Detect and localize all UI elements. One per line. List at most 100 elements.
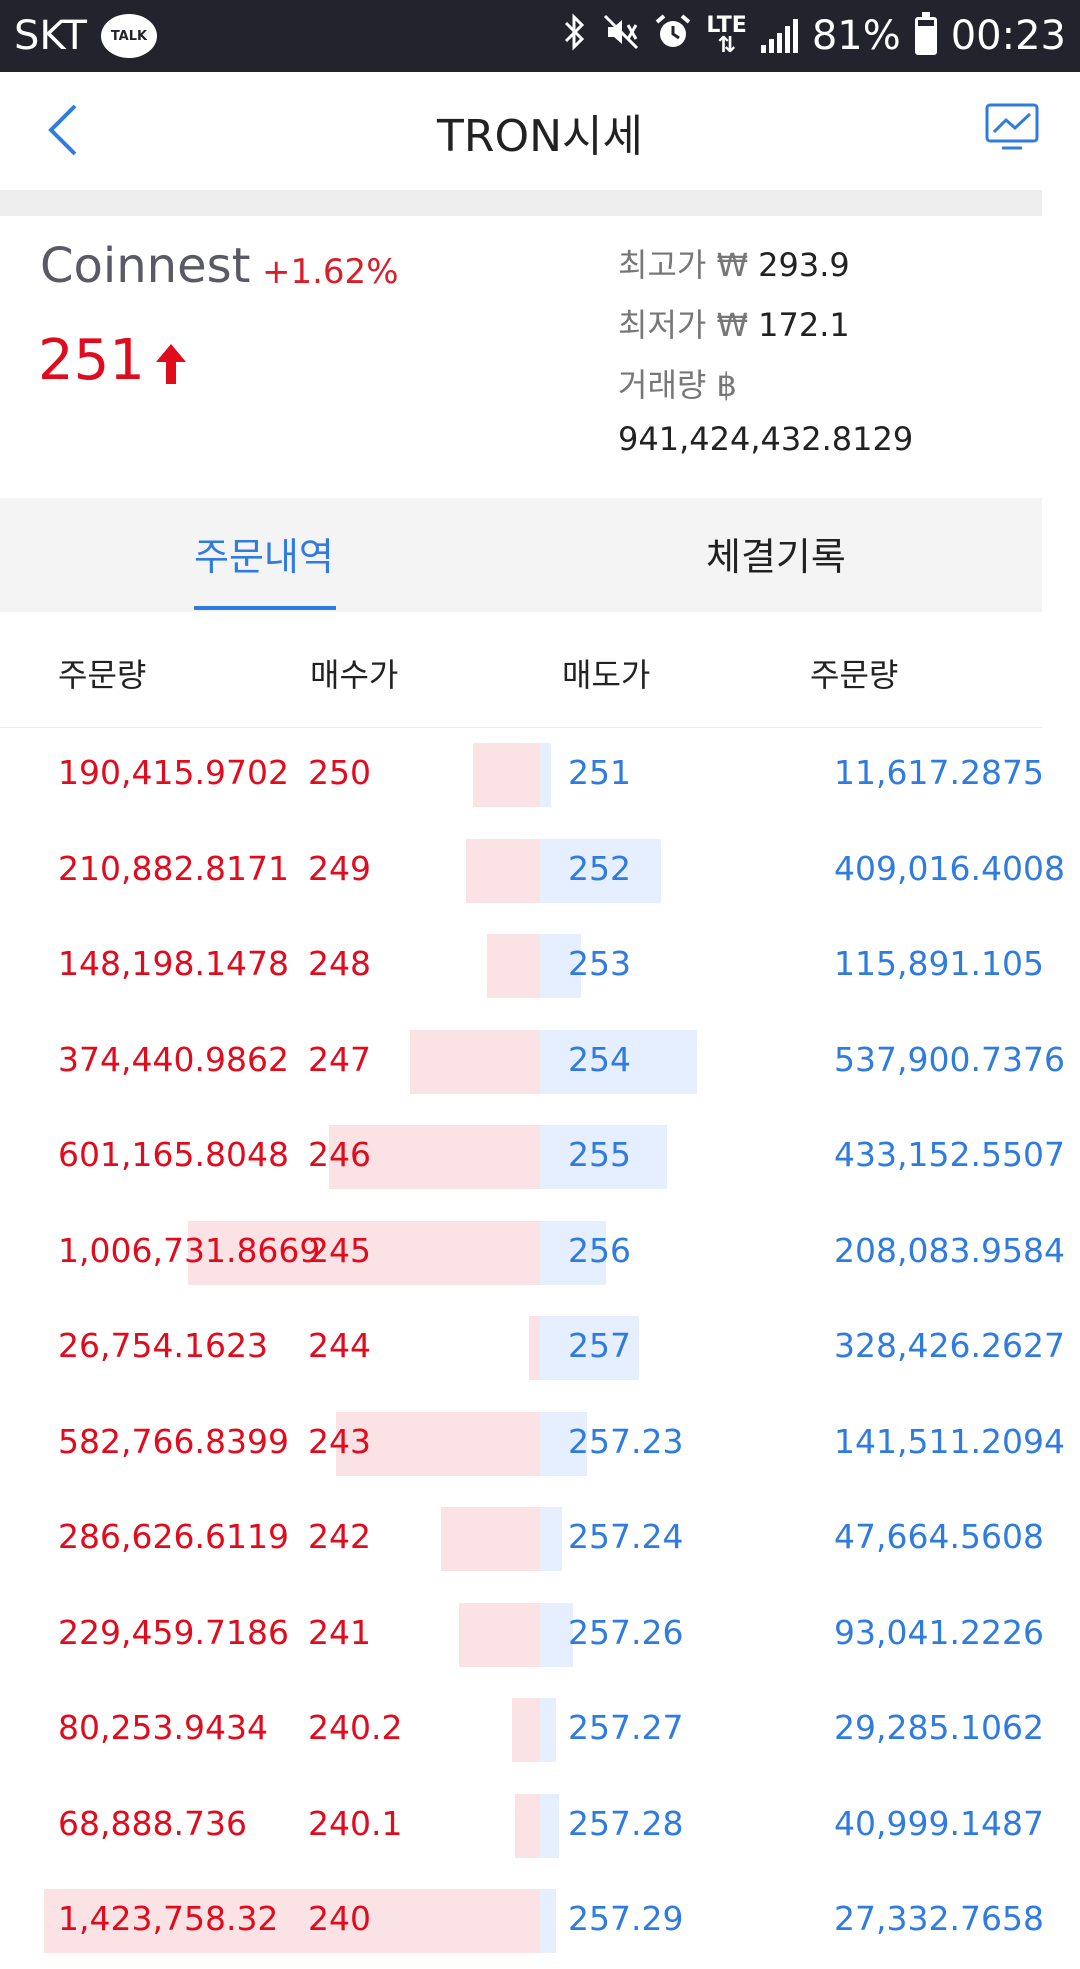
sell-price: 257 [568,1326,631,1365]
sell-price: 257.27 [568,1708,684,1747]
order-book-header: 주문량 매수가 매도가 주문량 [0,612,1042,728]
price-summary: Coinnest +1.62% 251 최고가 ₩293.9 최저가 ₩172.… [0,216,1042,498]
column-sell-price: 매도가 [562,656,651,694]
status-bar: SKT TALK LTE ⇅ 81% 00:23 [0,0,1080,72]
sell-depth-bar [540,1507,562,1571]
buy-quantity: 210,882.8171 [58,848,289,888]
sell-depth-bar [540,743,551,807]
sell-quantity: 29,285.1062 [834,1708,1044,1747]
buy-depth-bar [473,743,540,807]
carrier-label: SKT [14,13,87,59]
order-row: 601,165.8048 246 255 433,152.5507 [0,1110,1080,1205]
order-row: 190,415.9702 250 251 11,617.2875 [0,728,1080,823]
change-percent: +1.62% [262,252,399,292]
buy-depth-bar [459,1602,540,1667]
buy-quantity: 229,459.7186 [58,1612,289,1652]
buy-depth-bar [335,1411,540,1476]
page-title: TRON시세 [437,111,643,162]
buy-depth-bar [409,1029,540,1094]
chart-icon [985,103,1039,150]
tab-trade-history[interactable]: 체결기록 [706,535,846,579]
volume-label: 거래량 ฿ [618,366,737,404]
order-row: 26,754.1623 244 257 328,426.2627 [0,1301,1080,1396]
buy-quantity: 148,198.1478 [58,944,289,983]
clock: 00:23 [950,13,1066,59]
buy-quantity: 68,888.736 [58,1803,247,1843]
order-book: 190,415.9702 250 251 11,617.2875 210,882.817… [0,728,1080,1953]
chevron-left-icon [48,104,77,156]
buy-quantity: 601,165.8048 [58,1135,289,1174]
tab-bar: 주문내역 체결기록 [0,498,1042,612]
sell-depth-bar [540,1698,557,1762]
sell-depth-bar [540,1889,557,1953]
battery-icon [914,12,937,55]
sell-quantity: 27,332.7658 [834,1899,1044,1938]
order-row: 210,882.8171 249 252 409,016.4008 [0,824,1080,919]
sell-quantity: 208,083.9584 [834,1230,1065,1270]
order-row: 582,766.8399 243 257.23 141,511.2094 [0,1397,1080,1492]
back-button[interactable] [32,98,92,162]
column-buy-price: 매수가 [310,656,399,694]
sell-depth-bar [540,1411,587,1476]
sell-quantity: 328,426.2627 [834,1326,1065,1365]
buy-depth-bar [511,1698,540,1762]
app-header: TRON시세 [0,72,1080,190]
current-price: 251 [38,328,145,393]
order-row: 80,253.9434 240.2 257.27 29,285.1062 [0,1683,1080,1778]
sell-quantity: 141,511.2094 [834,1421,1065,1461]
sell-quantity: 537,900.7376 [834,1039,1065,1079]
buy-price: 240.1 [308,1803,403,1843]
sell-price: 253 [568,944,631,983]
buy-depth-bar [188,1220,540,1285]
column-sell-qty: 주문량 [810,656,899,694]
buy-price: 247 [308,1039,371,1079]
exchange-name: Coinnest [40,238,251,294]
buy-price: 246 [308,1135,371,1174]
buy-quantity: 286,626.6119 [58,1517,289,1556]
chart-button[interactable] [984,102,1044,160]
order-row: 1,006,731.8669 245 256 208,083.9584 [0,1206,1080,1301]
buy-depth-bar [515,1793,540,1858]
sell-depth-bar [540,838,662,903]
column-buy-qty: 주문량 [58,656,147,694]
tab-order-book[interactable]: 주문내역 [194,535,334,579]
lte-indicator: LTE ⇅ [706,13,747,58]
buy-depth-bar [487,934,540,998]
sell-depth-bar [540,1793,560,1858]
bluetooth-icon [562,12,588,60]
order-row: 229,459.7186 241 257.26 93,041.2226 [0,1588,1080,1683]
sell-price: 257.28 [568,1803,684,1843]
mute-icon [602,13,640,60]
sell-price: 252 [568,848,631,888]
buy-quantity: 1,006,731.8669 [58,1230,321,1270]
sell-depth-bar [540,1602,573,1667]
buy-price: 245 [308,1230,371,1270]
alarm-icon [654,13,692,60]
sell-price: 251 [568,753,631,792]
sell-depth-bar [540,1220,606,1285]
sell-price: 257.26 [568,1612,684,1652]
volume-value: 941,424,432.8129 [618,420,914,458]
sell-depth-bar [540,934,582,998]
sell-depth-bar [540,1029,698,1094]
sell-quantity: 40,999.1487 [834,1803,1044,1843]
order-row: 1,423,758.32 240 257.29 27,332.7658 [0,1874,1080,1969]
buy-price: 242 [308,1517,371,1556]
order-row: 148,198.1478 248 253 115,891.105 [0,919,1080,1014]
buy-quantity: 190,415.9702 [58,753,289,792]
sell-quantity: 11,617.2875 [834,753,1044,792]
buy-depth-bar [529,1316,540,1380]
buy-price: 249 [308,848,371,888]
sell-quantity: 115,891.105 [834,944,1044,983]
sell-price: 256 [568,1230,631,1270]
buy-price: 250 [308,753,371,792]
buy-quantity: 1,423,758.32 [58,1899,279,1938]
buy-depth-bar [441,1507,540,1571]
buy-price: 240 [308,1899,371,1938]
high-price: 최고가 ₩293.9 [618,246,850,284]
sell-depth-bar [540,1125,667,1189]
buy-price: 243 [308,1421,371,1461]
divider-strip [0,190,1042,216]
sell-quantity: 409,016.4008 [834,848,1065,888]
kakaotalk-icon: TALK [100,14,157,58]
